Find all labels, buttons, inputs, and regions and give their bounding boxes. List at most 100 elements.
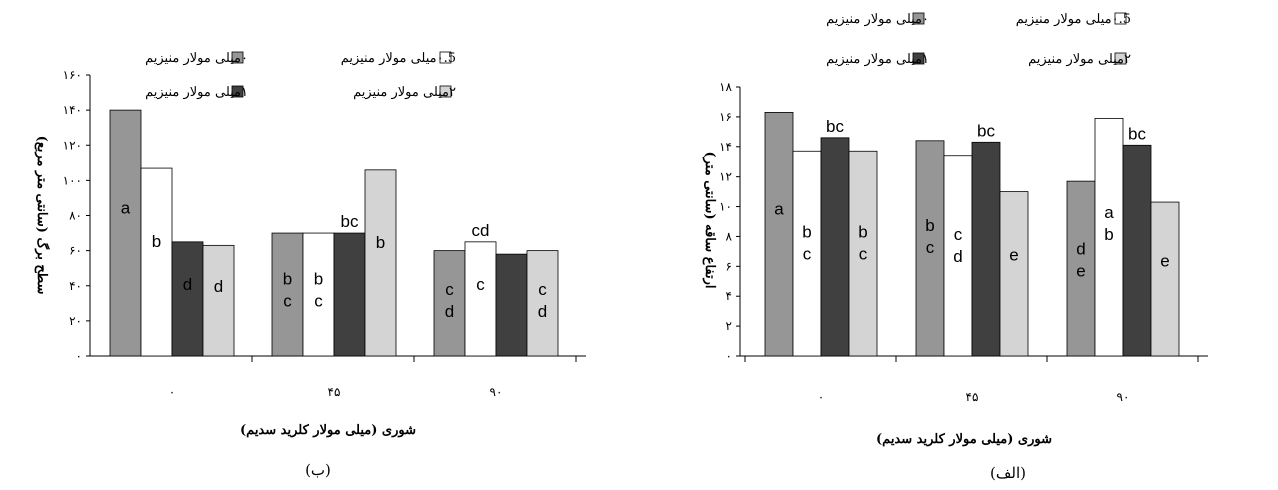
y-tick-label: ۲۰ (69, 314, 82, 328)
significance-letter: b (1104, 225, 1113, 244)
bar (202, 244, 235, 357)
significance-letter: a (121, 198, 131, 217)
significance-letter: c (283, 292, 292, 311)
significance-letter: b (314, 270, 323, 289)
legend-swatch (231, 51, 244, 64)
y-tick-label: ۶ (726, 259, 732, 273)
significance-letter: d (1076, 240, 1085, 259)
bar (464, 241, 497, 357)
y-tick-label: ۱۰۰ (63, 173, 82, 187)
significance-letter: b (925, 216, 934, 235)
y-tick-label: ۱۸ (719, 80, 732, 94)
x-tick-label: ۴۵ (328, 385, 341, 399)
y-axis-label: سطح برگ (سانتی متر مربع) (34, 136, 51, 295)
bar (1094, 117, 1124, 357)
legend: ۰میلی مولار منیزیم ۰.5میلی مولار منیزیم ۱م… (826, 12, 1131, 67)
bar (943, 155, 973, 357)
legend-swatch (1114, 12, 1127, 25)
x-tick-label: ۴۵ (966, 390, 979, 404)
y-tick-label: ۰ (726, 349, 732, 363)
panel-label: (الف) (990, 464, 1026, 482)
legend-swatch (439, 51, 452, 64)
y-tick-label: ۱۶ (719, 110, 732, 124)
bar (1122, 144, 1152, 357)
y-tick-label: ۱۴۰ (63, 103, 82, 117)
bar (333, 232, 366, 357)
significance-letter-top: bc (341, 212, 359, 231)
significance-letter: c (859, 244, 868, 263)
significance-letter-top: bc (1128, 124, 1146, 143)
y-tick-label: ۱۲ (719, 170, 732, 184)
significance-letter: c (803, 244, 812, 263)
significance-letter: b (376, 233, 385, 252)
legend-label: ۲میلی مولار منیزیم (353, 85, 456, 100)
x-axis-label: شوری (میلی مولار کلرید سدیم) (876, 432, 1052, 447)
legend-swatch (912, 12, 925, 25)
significance-letter: a (774, 200, 784, 219)
significance-letter: c (538, 280, 547, 299)
x-axis-label: شوری (میلی مولار کلرید سدیم) (240, 423, 416, 438)
bar (171, 241, 204, 357)
y-tick-label: ۸۰ (69, 209, 82, 223)
legend: ۰میلی مولار منیزیم ۰.5میلی مولار منیزیم ۱م… (145, 51, 456, 100)
y-tick-label: ۴۰ (69, 279, 82, 293)
legend-swatch (1114, 52, 1127, 65)
y-tick-label: ۱۴ (719, 140, 732, 154)
significance-letter: b (283, 270, 292, 289)
legend-label: ۰.5میلی مولار منیزیم (1016, 12, 1131, 27)
significance-letter: d (953, 247, 962, 266)
y-tick-label: ۱۲۰ (63, 138, 82, 152)
bar (1150, 201, 1180, 357)
significance-letter: d (445, 302, 454, 321)
y-tick-label: ۱۰ (719, 200, 732, 214)
bar (820, 137, 850, 357)
bar (792, 150, 822, 357)
bar (140, 167, 173, 357)
significance-letter: d (183, 275, 192, 294)
significance-letter: c (476, 275, 485, 294)
bar (764, 112, 794, 357)
significance-letter: c (954, 225, 963, 244)
x-tick-label: ۹۰ (490, 385, 503, 399)
legend-label: ۲میلی مولار منیزیم (1028, 52, 1131, 67)
legend-swatch (439, 85, 452, 98)
significance-letter-top: bc (826, 117, 844, 136)
panel-label: (ب) (305, 461, 331, 479)
bar (109, 109, 142, 357)
significance-letter: b (152, 232, 161, 251)
bar (433, 250, 466, 357)
y-tick-label: ۰ (76, 349, 82, 363)
significance-letter: d (214, 277, 223, 296)
legend-label: ۰میلی مولار منیزیم (145, 51, 248, 66)
y-axis-label: ارتفاع ساقه (سانتی متر) (702, 151, 717, 288)
bar (526, 250, 559, 357)
y-tick-label: ۲ (726, 319, 732, 333)
x-tick-label: ۹۰ (1117, 390, 1130, 404)
x-tick-label: ۰ (169, 385, 175, 399)
bar (999, 191, 1029, 357)
legend-swatch (231, 85, 244, 98)
y-tick-label: ۱۶۰ (63, 68, 82, 82)
bar (971, 141, 1001, 357)
significance-letter: d (538, 302, 547, 321)
legend-label: ۱میلی مولار منیزیم (826, 52, 929, 67)
significance-letter: e (1009, 246, 1018, 265)
legend-swatch (912, 52, 925, 65)
bar (364, 169, 397, 357)
significance-letter: b (802, 222, 811, 241)
y-tick-label: ۶۰ (69, 244, 82, 258)
significance-letter-top: bc (977, 121, 995, 140)
bar (848, 150, 878, 357)
legend-label: ۱میلی مولار منیزیم (145, 85, 248, 100)
x-tick-label: ۰ (818, 390, 824, 404)
y-tick-label: ۸ (726, 229, 733, 243)
legend-label: ۰میلی مولار منیزیم (826, 12, 929, 27)
significance-letter: b (858, 222, 867, 241)
bar (915, 140, 945, 357)
significance-letter: c (314, 292, 323, 311)
significance-letter: e (1160, 252, 1169, 271)
legend-label: ۰.5میلی مولار منیزیم (341, 51, 456, 66)
